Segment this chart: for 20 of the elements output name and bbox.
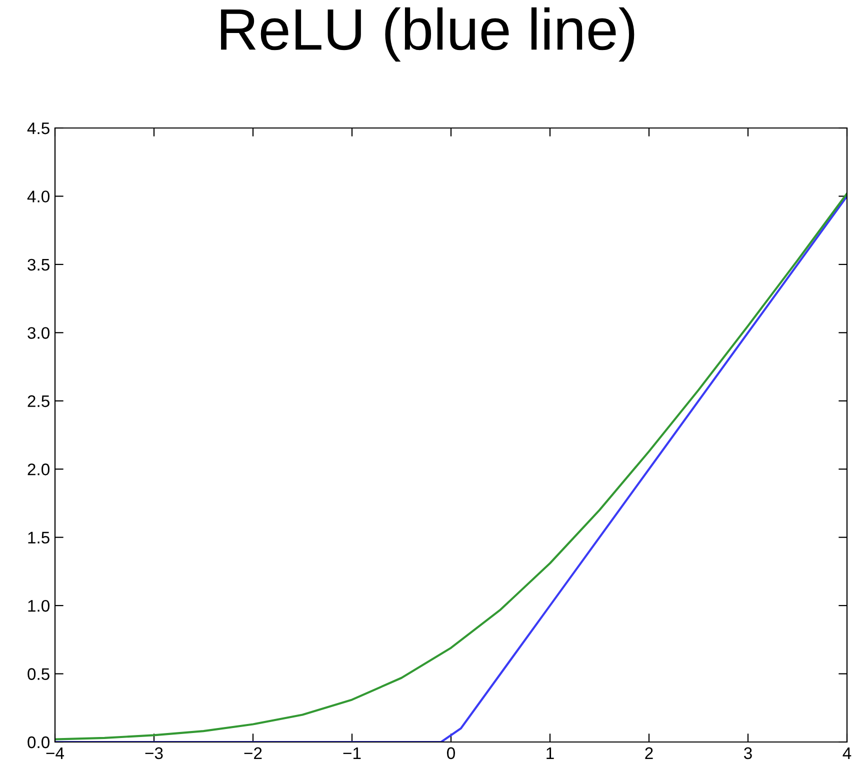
y-tick-label: 3.5: [28, 258, 50, 271]
x-tick-label: 1: [546, 747, 554, 759]
y-tick-label: 4.5: [27, 122, 50, 134]
y-tick-label: 0.5: [28, 668, 50, 680]
x-tick-label: 0: [447, 747, 455, 760]
x-tick-label: −3: [145, 747, 163, 760]
x-tick-label: −2: [244, 747, 262, 759]
y-tick-label: 4.0: [27, 190, 50, 202]
y-tick-label: 1.5: [28, 532, 50, 544]
x-tick-label: 3: [744, 747, 752, 760]
y-tick-label: 3.0: [28, 327, 50, 339]
y-tick-label: 0.0: [28, 736, 50, 748]
x-tick-label: −4: [46, 747, 64, 759]
x-tick-label: 2: [645, 747, 653, 759]
chart-title: ReLU (blue line): [221, 7, 634, 62]
x-tick-label: 4: [842, 747, 852, 759]
y-tick-label: 2.5: [28, 395, 50, 408]
y-tick-label: 2.0: [28, 464, 50, 476]
x-tick-label: −1: [343, 747, 361, 759]
y-tick-label: 1.0: [28, 600, 50, 612]
